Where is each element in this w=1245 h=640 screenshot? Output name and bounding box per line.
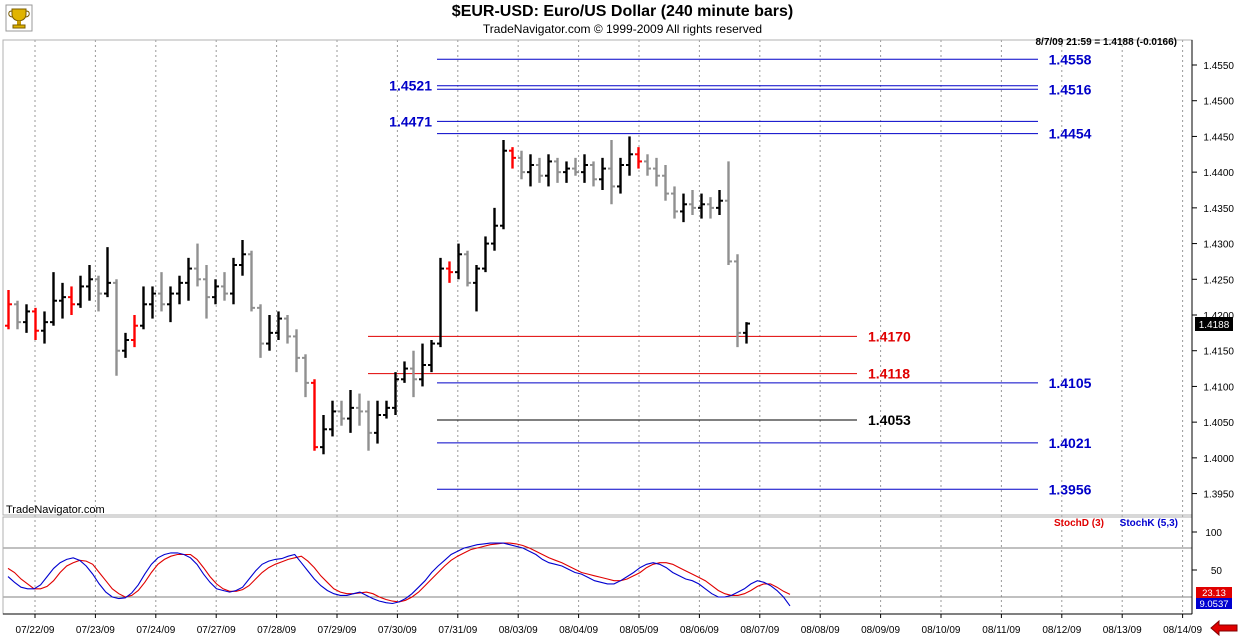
red-arrow-left-icon[interactable] [1209, 620, 1239, 636]
stochastic-panel [3, 542, 1192, 607]
chart-subtitle: TradeNavigator.com © 1999-2009 All right… [482, 22, 763, 36]
stochd-legend: StochD (3) [1054, 518, 1104, 529]
level-label: 1.4521 [389, 78, 432, 94]
watermark: TradeNavigator.com [6, 504, 105, 516]
quote-readout: 8/7/09 21:59 = 1.4188 (-0.0166) [1036, 37, 1178, 48]
x-tick-label: 08/10/09 [922, 625, 961, 636]
x-tick-label: 08/06/09 [680, 625, 719, 636]
y-tick-label: 1.3950 [1203, 490, 1234, 501]
level-label: 1.4170 [868, 328, 911, 344]
level-label: 1.4516 [1049, 81, 1092, 97]
y-tick-label: 1.4350 [1203, 204, 1234, 215]
stochk-last-label: 9.0537 [1199, 599, 1228, 610]
x-tick-label: 08/03/09 [499, 625, 538, 636]
support-resistance-levels: 1.4558 1.4521 1.4516 1.4471 1.4454 1.4170 1.41… [368, 51, 1092, 497]
y-tick-label: 1.4150 [1203, 347, 1234, 358]
level-label: 1.3956 [1049, 481, 1092, 497]
y-tick-label: 1.4050 [1203, 418, 1234, 429]
x-tick-label: 08/14/09 [1163, 625, 1202, 636]
level-label: 1.4558 [1049, 51, 1092, 67]
x-tick-label: 07/28/09 [257, 625, 296, 636]
stochk-last-box [1196, 598, 1232, 609]
y-tick-label: 1.4500 [1203, 97, 1234, 108]
stochk-legend: StochK (5,3) [1120, 518, 1178, 529]
x-tick-label: 08/09/09 [861, 625, 900, 636]
chart-title: $EUR-USD: Euro/US Dollar (240 minute bar… [451, 3, 794, 20]
y-tick-label: 1.4550 [1203, 61, 1234, 72]
y-tick-label: 1.4450 [1203, 132, 1234, 143]
level-label: 1.4118 [868, 366, 910, 382]
last-price-box [1195, 317, 1233, 331]
y-tick-label: 1.4250 [1203, 275, 1234, 286]
x-tick-label: 08/04/09 [559, 625, 598, 636]
x-tick-label: 07/22/09 [16, 625, 55, 636]
x-tick-label: 07/30/09 [378, 625, 417, 636]
x-tick-label: 07/24/09 [136, 625, 175, 636]
x-tick-label: 07/29/09 [318, 625, 357, 636]
x-tick-label: 08/07/09 [740, 625, 779, 636]
level-label: 1.4053 [868, 412, 911, 428]
x-tick-label: 08/13/09 [1103, 625, 1142, 636]
last-price-label: 1.4188 [1199, 320, 1230, 331]
y-tick-label: 1.4000 [1203, 454, 1234, 465]
stoch-y-tick-label: 100 [1205, 528, 1222, 539]
x-tick-label: 07/23/09 [76, 625, 115, 636]
level-label: 1.4454 [1049, 126, 1092, 142]
stoch-panel-frame [2, 516, 1193, 615]
x-tick-label: 08/12/09 [1042, 625, 1081, 636]
x-tick-label: 08/08/09 [801, 625, 840, 636]
x-tick-label: 07/27/09 [197, 625, 236, 636]
level-label: 1.4471 [389, 113, 432, 129]
grid-lines [34, 40, 1184, 614]
level-label: 1.4021 [1049, 435, 1092, 451]
y-tick-label: 1.4100 [1203, 382, 1234, 393]
x-tick-label: 08/05/09 [620, 625, 659, 636]
stochd-last-label: 23.13 [1202, 588, 1226, 599]
y-tick-label: 1.4200 [1203, 311, 1234, 322]
level-label: 1.4105 [1049, 375, 1092, 391]
y-tick-label: 1.4400 [1203, 168, 1234, 179]
price-bars [5, 136, 750, 455]
stoch-y-tick-label: 50 [1211, 566, 1223, 577]
stochd-last-box [1196, 587, 1232, 598]
x-tick-label: 08/11/09 [982, 625, 1021, 636]
stochk-line [7, 542, 791, 607]
axes: 07/22/09 07/23/09 07/24/09 07/27/09 07/28/09… [2, 39, 1234, 636]
x-tick-label: 07/31/09 [438, 625, 477, 636]
trophy-logo-icon[interactable] [3, 2, 35, 34]
y-tick-label: 1.4300 [1203, 240, 1234, 251]
price-panel-frame [2, 39, 1193, 516]
